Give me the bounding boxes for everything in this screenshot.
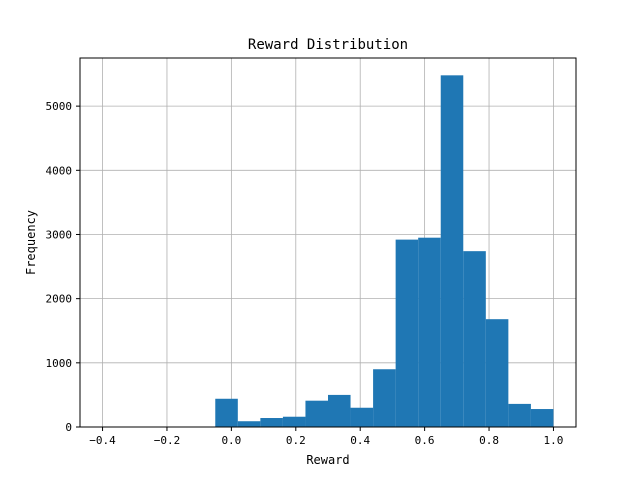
y-tick-label: 4000 — [46, 164, 73, 177]
histogram-bar — [282, 416, 306, 427]
x-tick-label: 1.0 — [544, 434, 564, 447]
x-tick-label: 0.2 — [286, 434, 306, 447]
histogram-bar — [215, 398, 238, 427]
chart-title: Reward Distribution — [248, 37, 408, 53]
x-tick-label: −0.2 — [154, 434, 181, 447]
histogram-bar — [418, 237, 441, 427]
histogram-bar — [530, 409, 554, 427]
x-tick-label: 0.0 — [221, 434, 241, 447]
axis-ticks: −0.4 −0.2 0.0 0.2 0.4 0.6 0.8 1.0 0 1000 2000 3000 4… — [46, 100, 564, 447]
y-tick-label: 1000 — [46, 357, 73, 370]
histogram-bar — [305, 400, 328, 427]
y-axis-label: Frequency — [24, 210, 38, 275]
histogram-bar — [373, 369, 396, 427]
y-tick-label: 5000 — [46, 100, 73, 113]
histogram-bar — [508, 403, 531, 427]
x-tick-label: 0.8 — [479, 434, 499, 447]
histogram-bar — [463, 251, 486, 427]
histogram-bar — [237, 421, 261, 427]
y-tick-label: 2000 — [46, 293, 73, 306]
histogram-bar — [328, 394, 351, 427]
x-tick-label: 0.4 — [350, 434, 370, 447]
x-axis-label: Reward — [306, 453, 349, 467]
plot-frame — [79, 57, 577, 428]
histogram-bar — [350, 407, 374, 427]
histogram-bar — [485, 319, 509, 427]
histogram-bar — [260, 418, 283, 427]
histogram-bars — [215, 75, 554, 427]
x-tick-label: −0.4 — [89, 434, 116, 447]
histogram-bar — [395, 239, 419, 427]
x-tick-label: 0.6 — [415, 434, 435, 447]
histogram-bar — [440, 75, 464, 427]
y-tick-label: 3000 — [46, 228, 73, 241]
y-tick-label: 0 — [65, 421, 72, 434]
